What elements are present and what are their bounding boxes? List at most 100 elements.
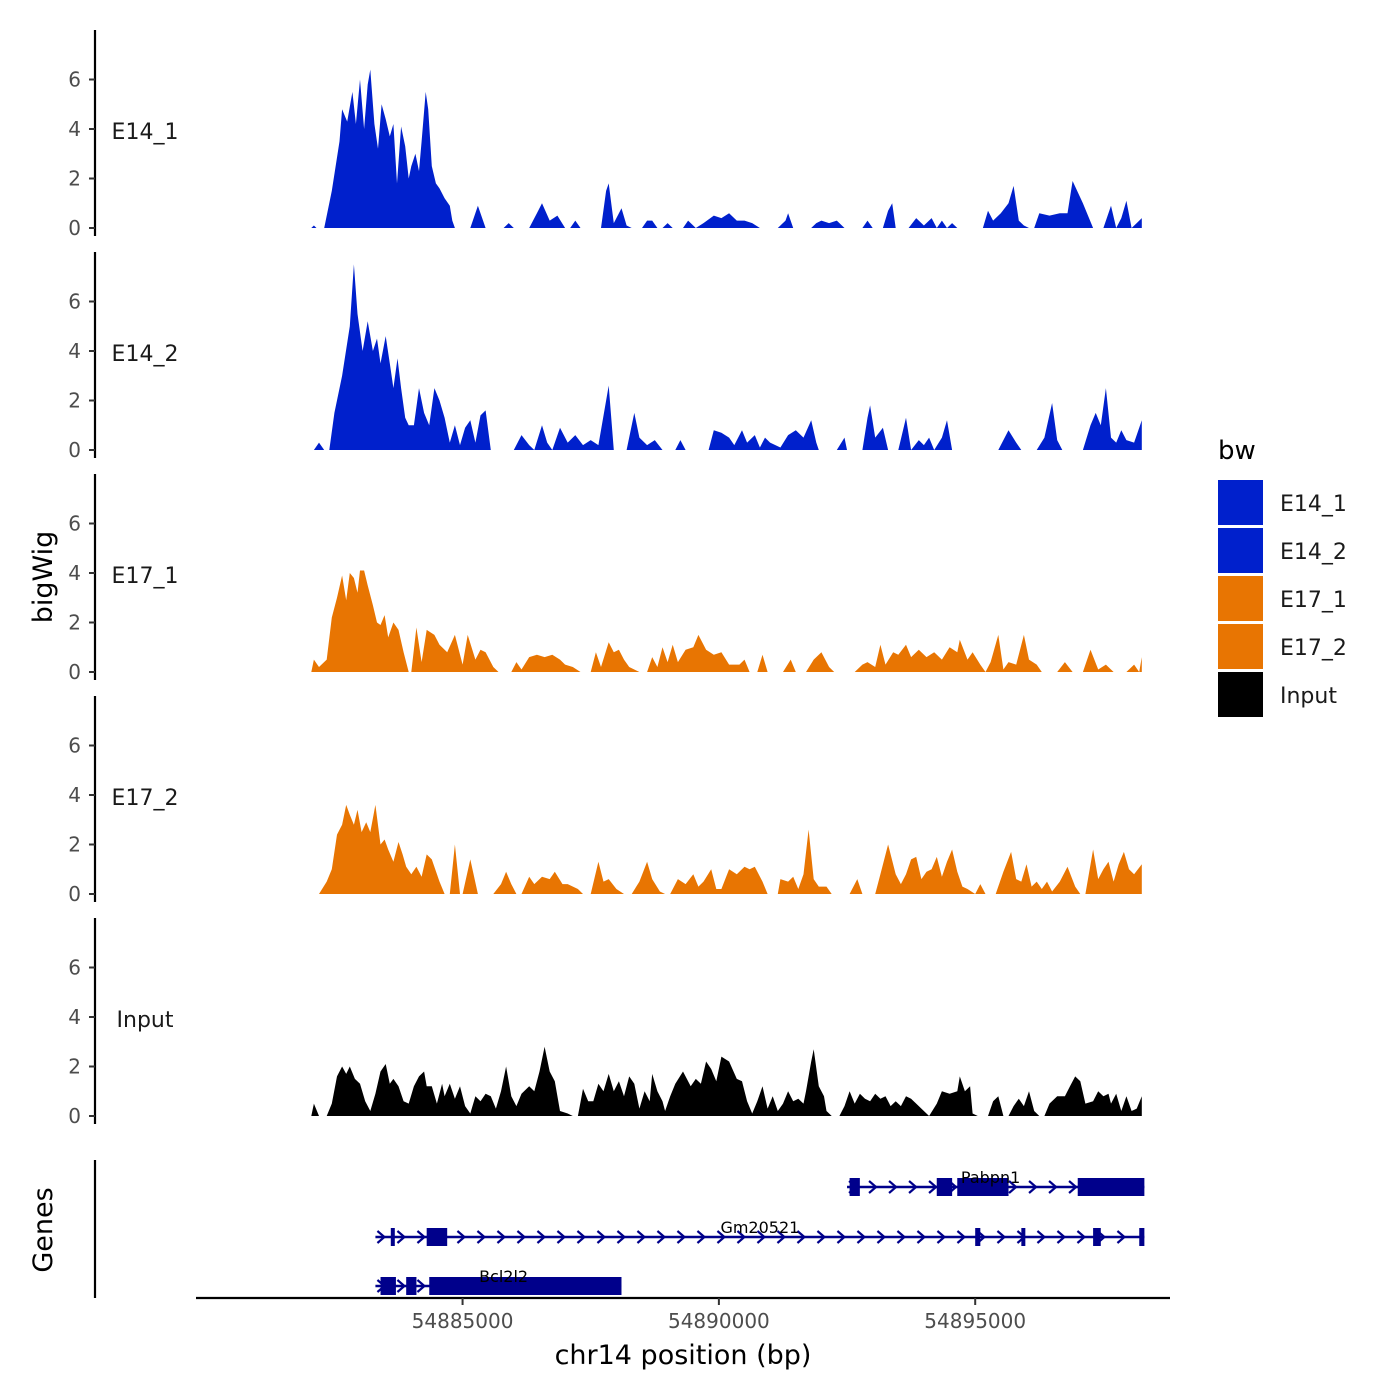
y-tick-label: 6 — [68, 512, 81, 536]
strand-arrow — [836, 1230, 847, 1244]
strand-arrow — [536, 1230, 547, 1244]
strand-arrow — [868, 1180, 878, 1194]
track-E17_2: 0 2 4 6 E17_2 — [68, 696, 1142, 906]
track-E17_1: 0 2 4 6 E17_1 — [68, 474, 1142, 684]
area-E17_2 — [319, 804, 1142, 894]
legend-key-E17_2 — [1218, 624, 1263, 669]
strand-arrow — [928, 1180, 938, 1194]
x-axis: 54885000 54890000 54895000 — [196, 1296, 1170, 1333]
strand-arrow — [376, 1230, 387, 1244]
strand-arrow — [456, 1230, 467, 1244]
track-label: Input — [117, 1008, 174, 1033]
legend-label: E17_2 — [1280, 636, 1347, 661]
strand-arrow — [856, 1230, 867, 1244]
strand-arrow — [656, 1230, 667, 1244]
y-tick-label: 0 — [68, 216, 81, 240]
strand-arrow — [1008, 1180, 1018, 1194]
legend-label: E17_1 — [1280, 588, 1347, 613]
exon — [1093, 1228, 1101, 1246]
strand-arrow — [908, 1180, 918, 1194]
strand-arrow — [956, 1230, 967, 1244]
gene-label: Pabpn1 — [961, 1168, 1020, 1187]
track-label: E14_2 — [112, 342, 179, 367]
strand-arrow — [916, 1230, 927, 1244]
legend: bw E14_1 E14_2 E17_1 E17_2 Input — [1218, 436, 1347, 717]
strand-arrow — [716, 1230, 727, 1244]
area-Input — [311, 1046, 1142, 1116]
exon — [957, 1178, 1009, 1196]
exon — [849, 1178, 860, 1196]
y-tick-label: 4 — [68, 339, 81, 363]
strand-arrow — [516, 1230, 527, 1244]
track-Input: 0 2 4 6 Input — [68, 918, 1142, 1128]
exon — [1139, 1228, 1145, 1246]
y-tick-label: 6 — [68, 290, 81, 314]
strand-arrow — [636, 1230, 647, 1244]
strand-arrow — [736, 1230, 747, 1244]
strand-arrow — [1028, 1180, 1038, 1194]
strand-arrow — [396, 1230, 407, 1244]
strand-arrow — [396, 1279, 407, 1293]
y-tick-label: 6 — [68, 68, 81, 92]
strand-arrow — [996, 1230, 1007, 1244]
y-tick-label: 6 — [68, 956, 81, 980]
strand-arrow — [696, 1230, 707, 1244]
track-label: E14_1 — [112, 120, 179, 145]
exon — [426, 1228, 448, 1246]
strand-arrow — [796, 1230, 807, 1244]
gene-label: Bcl2l2 — [479, 1267, 528, 1286]
strand-arrow — [1048, 1180, 1058, 1194]
exon — [1077, 1178, 1145, 1196]
strand-arrow — [1116, 1230, 1127, 1244]
exon — [936, 1178, 953, 1196]
x-tick-label: 54890000 — [668, 1309, 770, 1333]
y-tick-label: 4 — [68, 561, 81, 585]
y-tick-label: 2 — [68, 611, 81, 635]
y-tick-label: 2 — [68, 1055, 81, 1079]
strand-arrow — [596, 1230, 607, 1244]
legend-label: Input — [1280, 684, 1337, 709]
legend-label: E14_1 — [1280, 492, 1347, 517]
strand-arrow — [556, 1230, 567, 1244]
strand-arrow — [416, 1230, 427, 1244]
x-tick-label: 54885000 — [412, 1309, 514, 1333]
strand-arrow — [876, 1230, 887, 1244]
strand-arrow — [576, 1230, 587, 1244]
track-E14_2: 0 2 4 6 E14_2 — [68, 252, 1142, 462]
strand-arrow — [896, 1230, 907, 1244]
gene-Pabpn1: Pabpn1 — [847, 1168, 1145, 1196]
gene-Gm20521: Gm20521 — [375, 1218, 1145, 1246]
exon — [390, 1228, 395, 1246]
exon — [1021, 1228, 1026, 1246]
legend-title: bw — [1218, 436, 1256, 466]
y-tick-label: 4 — [68, 783, 81, 807]
y-tick-label: 2 — [68, 167, 81, 191]
exon — [406, 1277, 417, 1295]
strand-arrow — [816, 1230, 827, 1244]
area-E17_1 — [311, 570, 1142, 672]
legend-label: E14_2 — [1280, 540, 1347, 565]
y-tick-label: 4 — [68, 1005, 81, 1029]
y-axis-title: bigWig — [28, 531, 59, 624]
legend-key-E14_1 — [1218, 480, 1263, 525]
strand-arrow — [936, 1230, 947, 1244]
genes-panel-title: Genes — [28, 1187, 59, 1272]
strand-arrow — [888, 1180, 898, 1194]
strand-arrow — [616, 1230, 627, 1244]
strand-arrow — [1056, 1230, 1067, 1244]
legend-key-E14_2 — [1218, 528, 1263, 573]
x-tick-label: 54895000 — [924, 1309, 1026, 1333]
track-label: E17_2 — [112, 786, 179, 811]
area-E14_1 — [311, 69, 1142, 228]
genes-panel: Pabpn1 Gm20521 Bcl2l2 — [93, 1160, 1145, 1298]
y-tick-label: 4 — [68, 117, 81, 141]
strand-arrow — [1068, 1180, 1078, 1194]
track-label: E17_1 — [112, 564, 179, 589]
strand-arrow — [416, 1279, 427, 1293]
strand-arrow — [1036, 1230, 1047, 1244]
y-tick-label: 0 — [68, 438, 81, 462]
gene-label: Gm20521 — [720, 1218, 799, 1237]
exon — [380, 1277, 396, 1295]
y-tick-label: 0 — [68, 1104, 81, 1128]
